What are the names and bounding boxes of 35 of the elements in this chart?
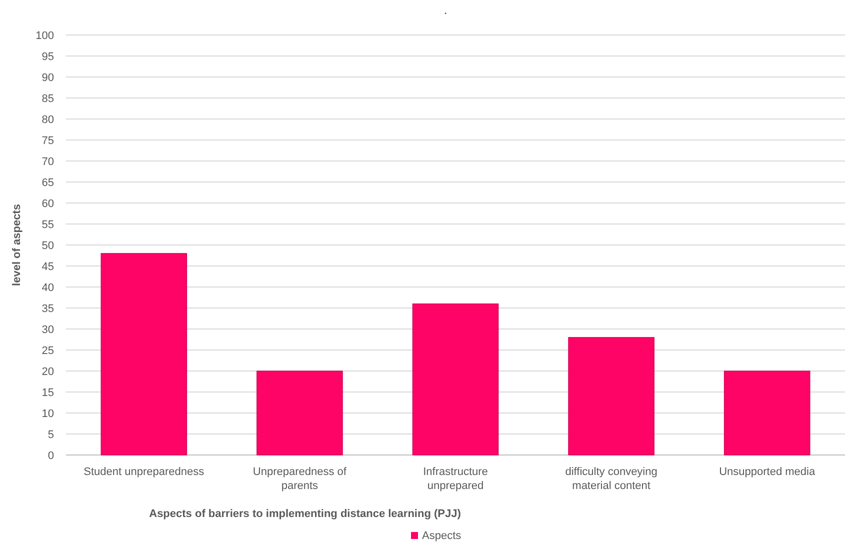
bar xyxy=(256,370,343,456)
bar xyxy=(412,304,499,456)
y-tick-label: 0 xyxy=(48,450,54,462)
x-tick-label: Student unpreparedness xyxy=(84,466,205,478)
x-tick-label: Unpreparedness of parents xyxy=(252,466,348,492)
y-tick-label: 95 xyxy=(42,50,54,63)
y-tick-label: 90 xyxy=(42,72,54,84)
x-tick-label: difficulty conveying material content xyxy=(565,466,658,492)
bar xyxy=(100,253,188,456)
y-tick-label: 15 xyxy=(42,386,54,399)
chart-title: . xyxy=(444,3,448,17)
y-tick-label: 55 xyxy=(42,218,54,231)
y-tick-label: 25 xyxy=(42,344,54,357)
y-tick-label: 70 xyxy=(42,156,54,168)
y-tick-label: 35 xyxy=(42,302,54,315)
y-tick-label: 45 xyxy=(42,260,54,273)
y-tick-label: 5 xyxy=(48,428,54,441)
y-tick-label: 75 xyxy=(42,134,54,147)
legend-label: Aspects xyxy=(422,530,462,542)
y-tick-label: 30 xyxy=(42,324,54,336)
y-tick-label: 20 xyxy=(42,366,54,378)
x-tick-label: Unsupported media xyxy=(719,466,816,478)
y-tick-label: 85 xyxy=(42,92,54,105)
y-tick-label: 60 xyxy=(42,198,54,210)
y-tick-label: 10 xyxy=(42,408,54,420)
x-tick-label: Infrastructure unprepared xyxy=(423,466,488,492)
y-tick-label: 65 xyxy=(42,176,54,189)
y-tick-label: 80 xyxy=(42,114,54,126)
y-tick-label: 100 xyxy=(36,30,54,42)
bar xyxy=(568,337,654,456)
y-tick-label: 50 xyxy=(42,240,54,252)
x-axis-title: Aspects of barriers to implementing distance learning (PJJ) xyxy=(149,508,462,520)
y-tick-label: 40 xyxy=(42,282,54,294)
bar xyxy=(724,370,810,456)
y-axis-title: level of aspects xyxy=(11,204,23,286)
